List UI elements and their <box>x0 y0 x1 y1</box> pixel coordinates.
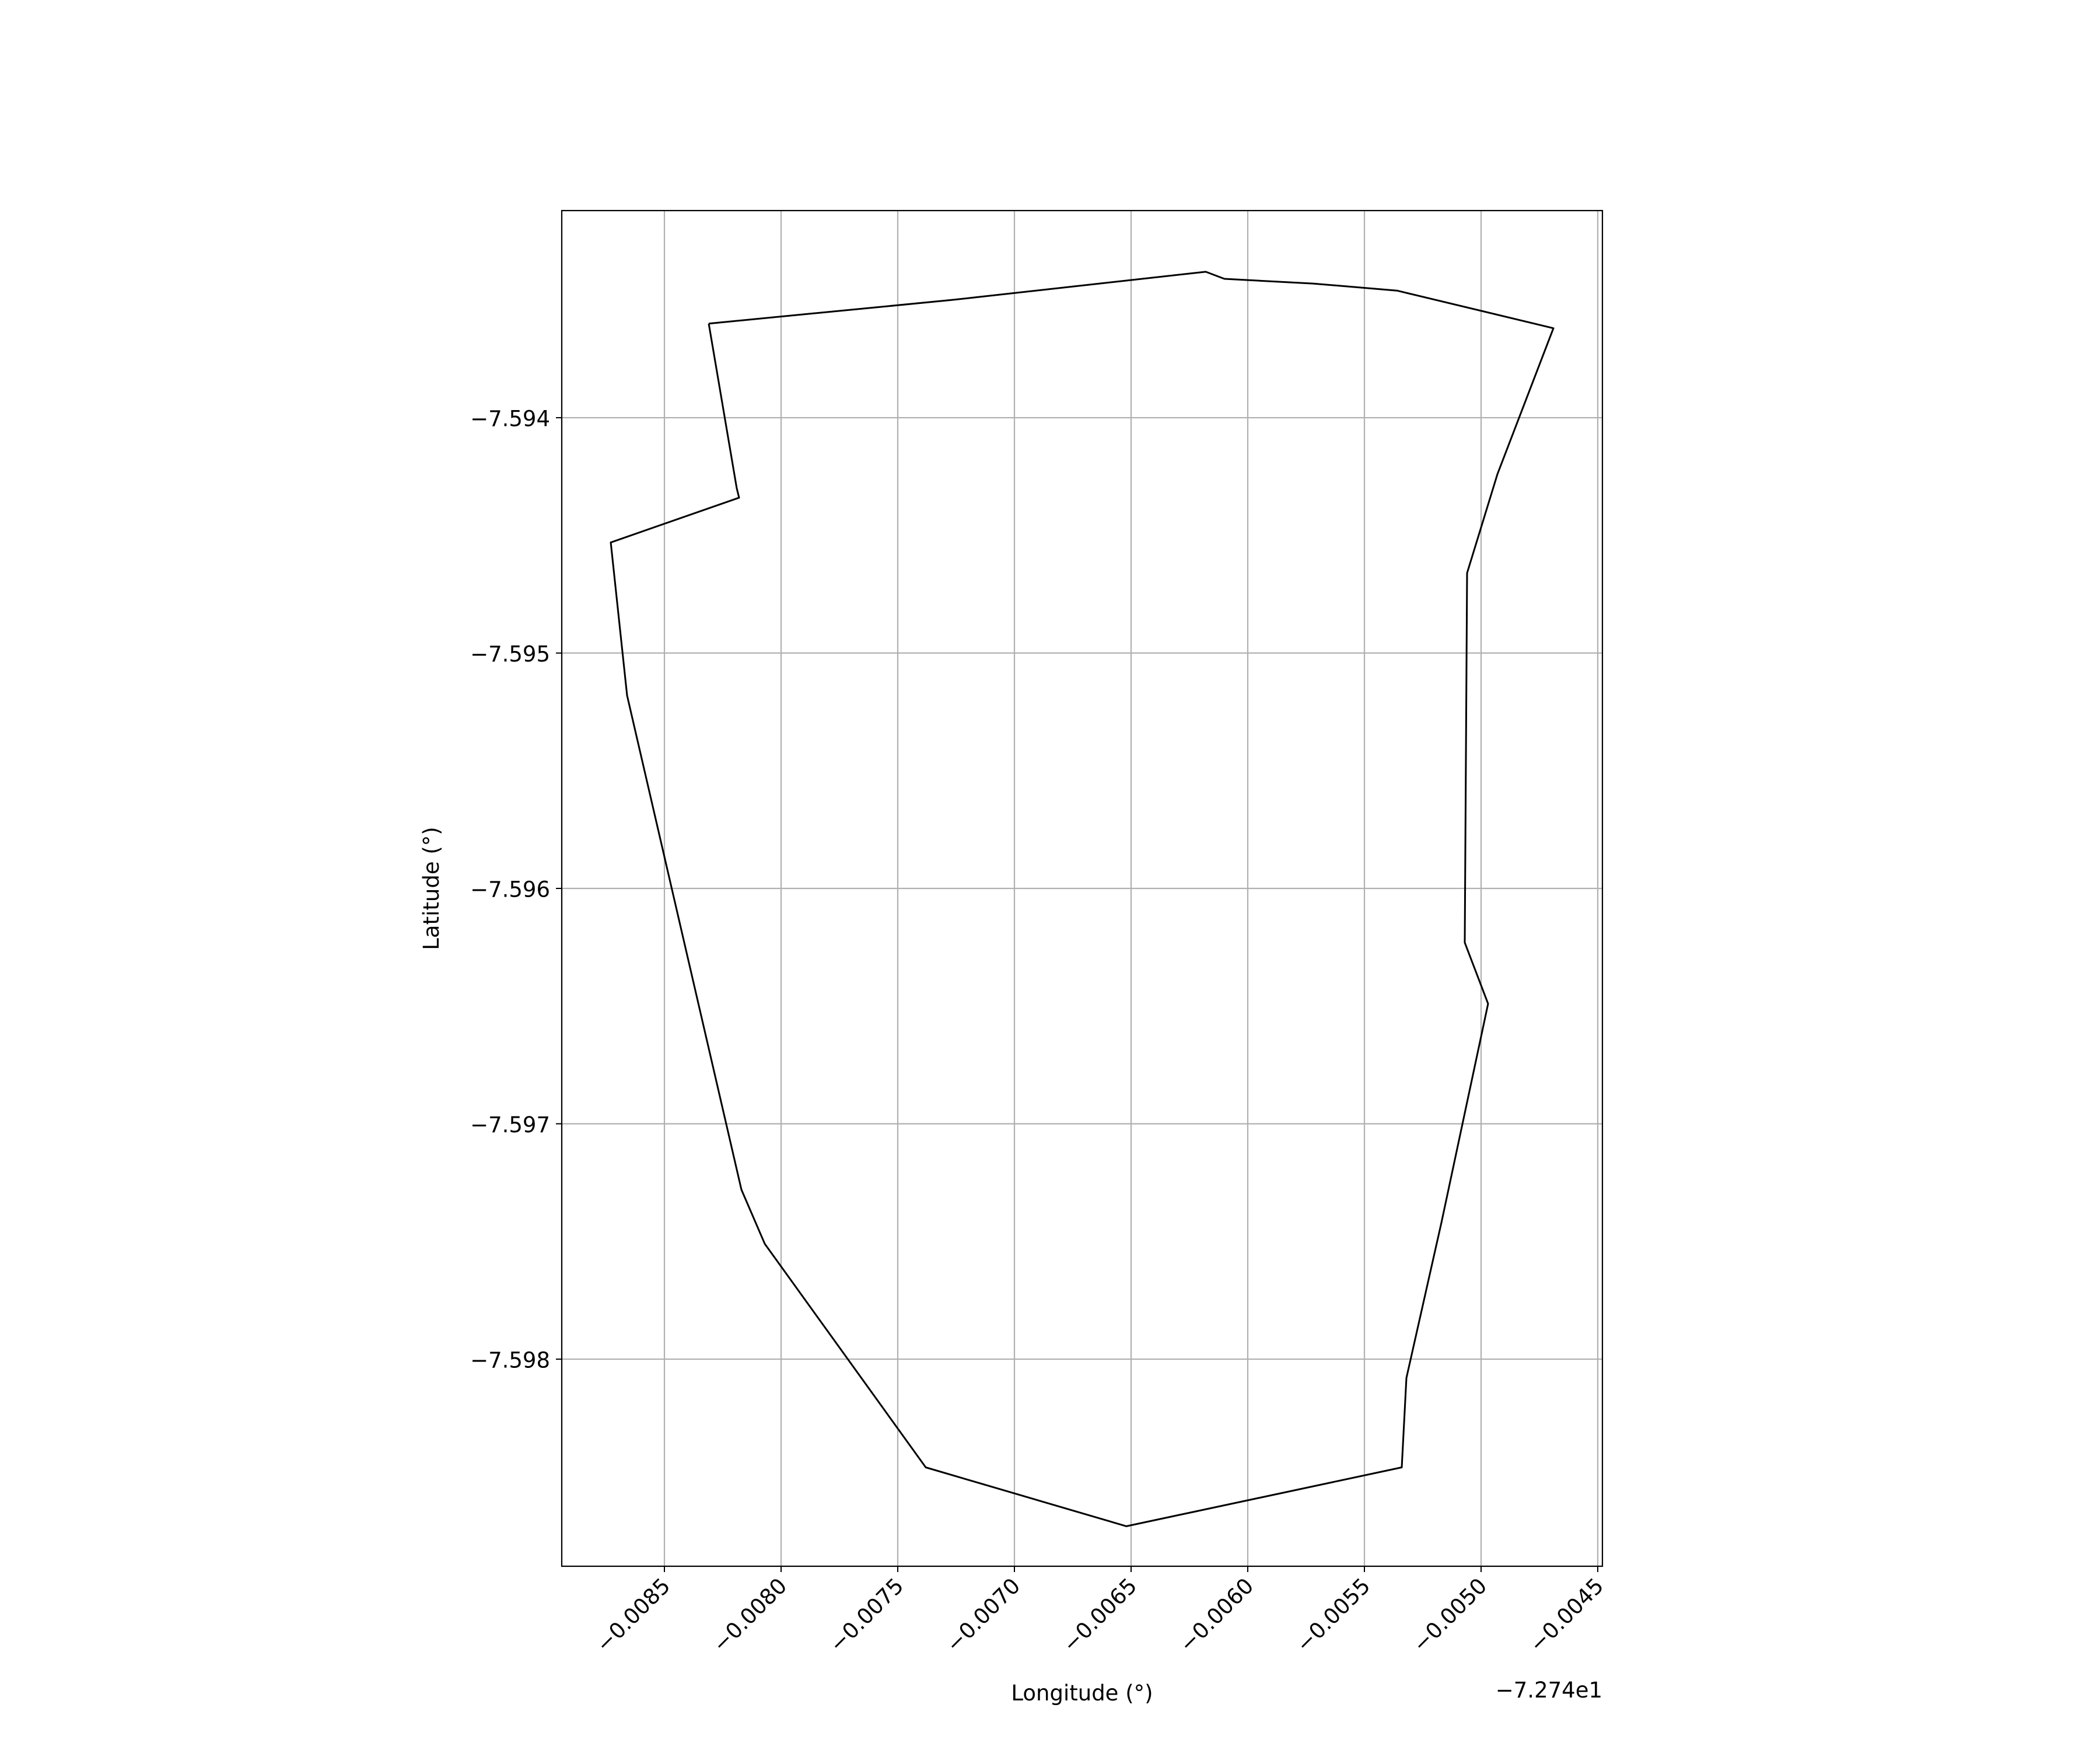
y-axis-label: Latitude (°) <box>419 827 444 950</box>
grid-lines <box>562 211 1602 1566</box>
x-axis-offset-label: −7.274e1 <box>1496 1678 1602 1703</box>
y-tick-label: −7.598 <box>470 1348 550 1373</box>
x-tick-label: −0.0075 <box>824 1573 908 1657</box>
y-tick-label: −7.596 <box>470 877 550 902</box>
x-tick-label: −0.0085 <box>591 1573 675 1657</box>
y-tick-label: −7.594 <box>470 407 550 432</box>
x-tick-label: −0.0070 <box>941 1573 1025 1657</box>
x-tick-label: −0.0045 <box>1524 1573 1608 1657</box>
y-tick-label: −7.597 <box>470 1112 550 1138</box>
x-tick-label: −0.0050 <box>1408 1573 1492 1657</box>
axis-ticks: −0.0085 −0.0080 −0.0075 −0.0070 −0.0065 −0.00… <box>470 407 1608 1657</box>
data-series <box>610 271 1555 1527</box>
x-tick-label: −0.0065 <box>1058 1573 1142 1657</box>
boundary-line-series-0 <box>610 271 1555 1527</box>
y-tick-label: −7.595 <box>470 642 550 667</box>
x-tick-label: −0.0055 <box>1291 1573 1375 1657</box>
x-tick-label: −0.0060 <box>1174 1573 1258 1657</box>
x-tick-label: −0.0080 <box>708 1573 792 1657</box>
x-axis-label: Longitude (°) <box>1011 1681 1153 1706</box>
